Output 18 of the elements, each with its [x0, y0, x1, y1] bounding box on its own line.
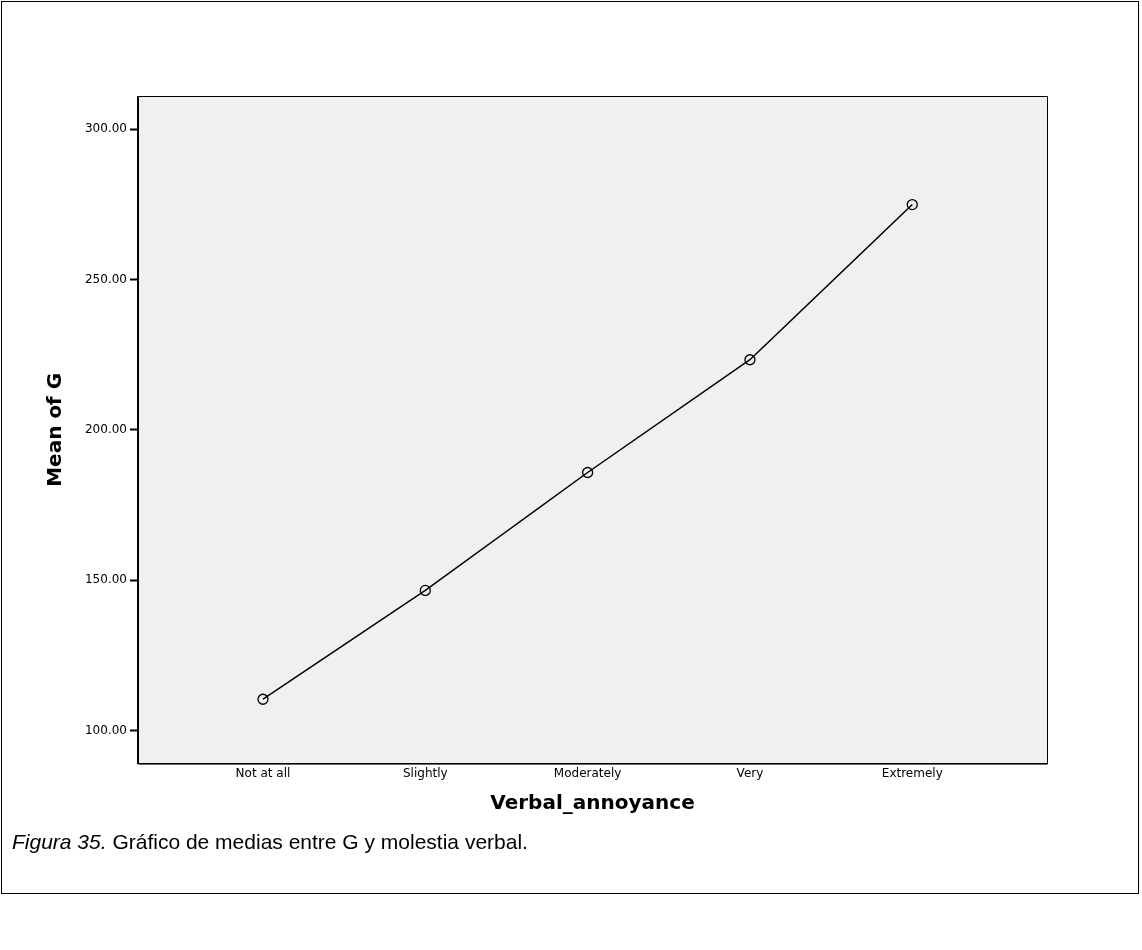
y-tick-label: 250.00 [84, 271, 127, 286]
point [257, 693, 269, 705]
point [744, 354, 756, 366]
point [906, 198, 918, 211]
y-tick-label: 300.00 [84, 121, 127, 136]
x-axis-title: Verbal_annoyance [490, 790, 695, 815]
point [581, 466, 594, 479]
y-tick-label: 150.00 [84, 572, 127, 587]
x-tick-label: Slightly [402, 765, 448, 780]
text: Figura 35. Gráfico de medias entre G y molestia verbal. [12, 830, 528, 854]
x-tick-label: Very [736, 765, 764, 780]
y-tick-label: 100.00 [84, 722, 127, 737]
x-tick-label: Extremely [881, 765, 943, 780]
point [419, 584, 431, 597]
y-tick-label: 200.00 [84, 421, 127, 436]
x-tick-label: Not at all [235, 765, 291, 780]
y-axis-title: Mean of G [42, 372, 67, 487]
x-tick-label: Moderately [553, 765, 622, 780]
